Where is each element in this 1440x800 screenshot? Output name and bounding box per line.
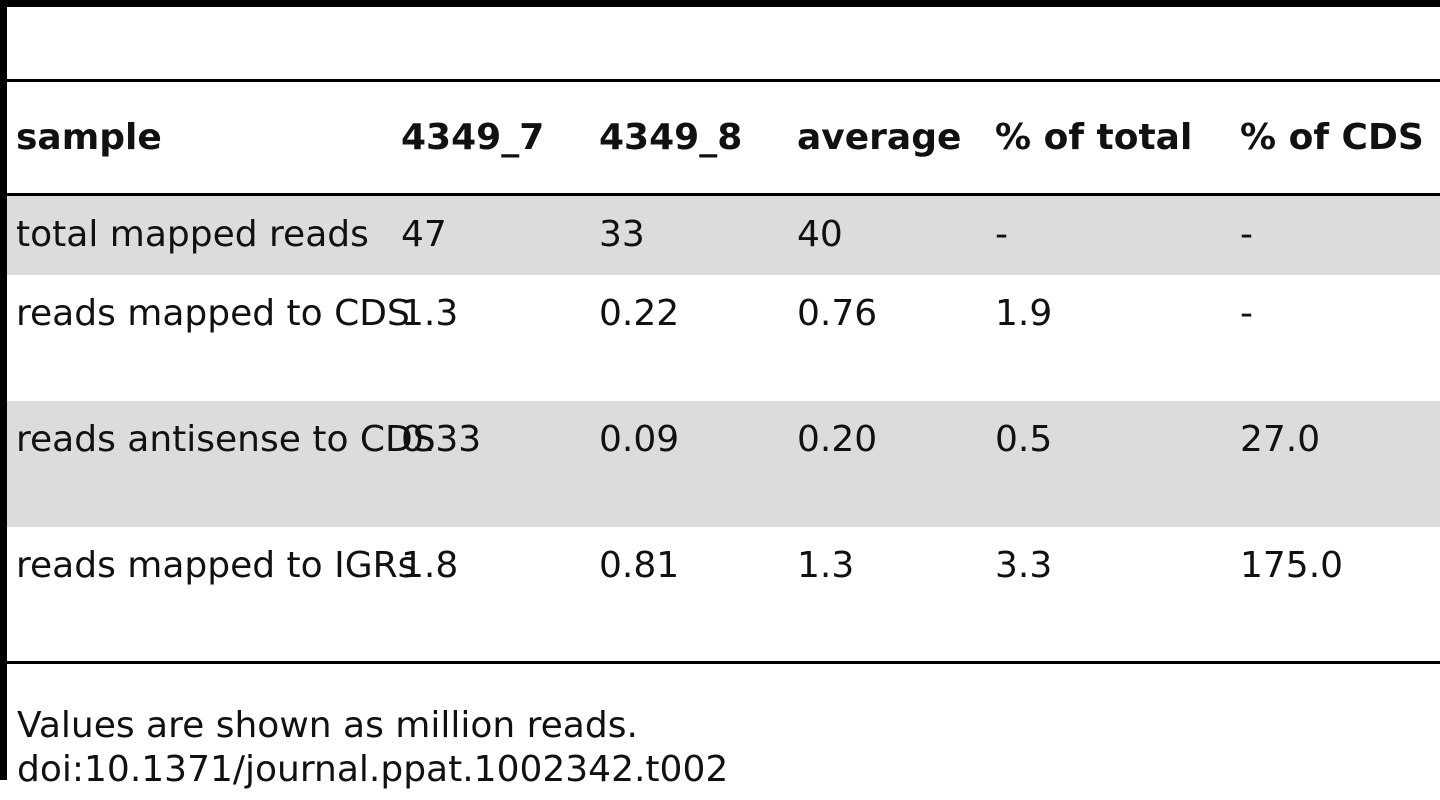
- row-label: reads mapped to IGRs: [16, 545, 417, 586]
- table-bottom-rule: [7, 661, 1440, 664]
- table-cell: 0.09: [590, 401, 788, 527]
- column-header-sample: sample: [16, 116, 162, 158]
- table-row: reads antisense to CDS 0.33 0.09 0.20 0.…: [7, 401, 1440, 527]
- column-header-percent-total: % of total: [995, 116, 1193, 158]
- left-border-bar: [0, 0, 7, 780]
- table-cell: 1.8: [401, 545, 459, 586]
- table-row: total mapped reads 47 33 40 - -: [7, 196, 1440, 275]
- table-cell: 0.33: [392, 401, 590, 527]
- table-cell: 27.0: [1231, 401, 1440, 527]
- table-cell: 0.22: [599, 293, 680, 334]
- header-bottom-rule: [7, 193, 1440, 196]
- header-top-rule: [7, 79, 1440, 82]
- footnote-note: Values are shown as million reads.: [17, 705, 638, 746]
- table-cell: 33: [590, 196, 788, 275]
- table-row: reads mapped to IGRs 1.8 0.81 1.3 3.3 17…: [7, 527, 1440, 653]
- table-cell: 40: [788, 196, 986, 275]
- table-cell: 3.3: [995, 545, 1053, 586]
- table-cell: 0.5: [986, 401, 1231, 527]
- footnote-doi: doi:10.1371/journal.ppat.1002342.t002: [17, 749, 729, 790]
- row-label: total mapped reads: [7, 196, 392, 275]
- column-header-average: average: [797, 116, 962, 158]
- table-footnote: Values are shown as million reads. doi:1…: [17, 704, 728, 792]
- table-cell: 0.20: [788, 401, 986, 527]
- table-cell: 1.3: [401, 293, 459, 334]
- top-rule: [0, 0, 1440, 7]
- row-label: reads antisense to CDS: [7, 401, 436, 527]
- column-header-4349-7: 4349_7: [401, 116, 545, 158]
- table-cell: -: [1231, 196, 1440, 275]
- row-label: reads mapped to CDS: [16, 293, 410, 334]
- table-cell: -: [1240, 293, 1253, 334]
- table-cell: 175.0: [1240, 545, 1344, 586]
- table-cell: 1.3: [797, 545, 855, 586]
- table-cell: 0.76: [797, 293, 878, 334]
- table-cell: 47: [392, 196, 590, 275]
- table-row: reads mapped to CDS 1.3 0.22 0.76 1.9 -: [7, 275, 1440, 401]
- reads-table: sample 4349_7 4349_8 average % of total …: [7, 82, 1440, 653]
- header-row: sample 4349_7 4349_8 average % of total …: [7, 82, 1440, 193]
- column-header-percent-cds: % of CDS: [1240, 116, 1424, 158]
- table-cell: 0.81: [599, 545, 680, 586]
- column-header-4349-8: 4349_8: [599, 116, 743, 158]
- table-cell: 1.9: [995, 293, 1053, 334]
- table-cell: -: [986, 196, 1231, 275]
